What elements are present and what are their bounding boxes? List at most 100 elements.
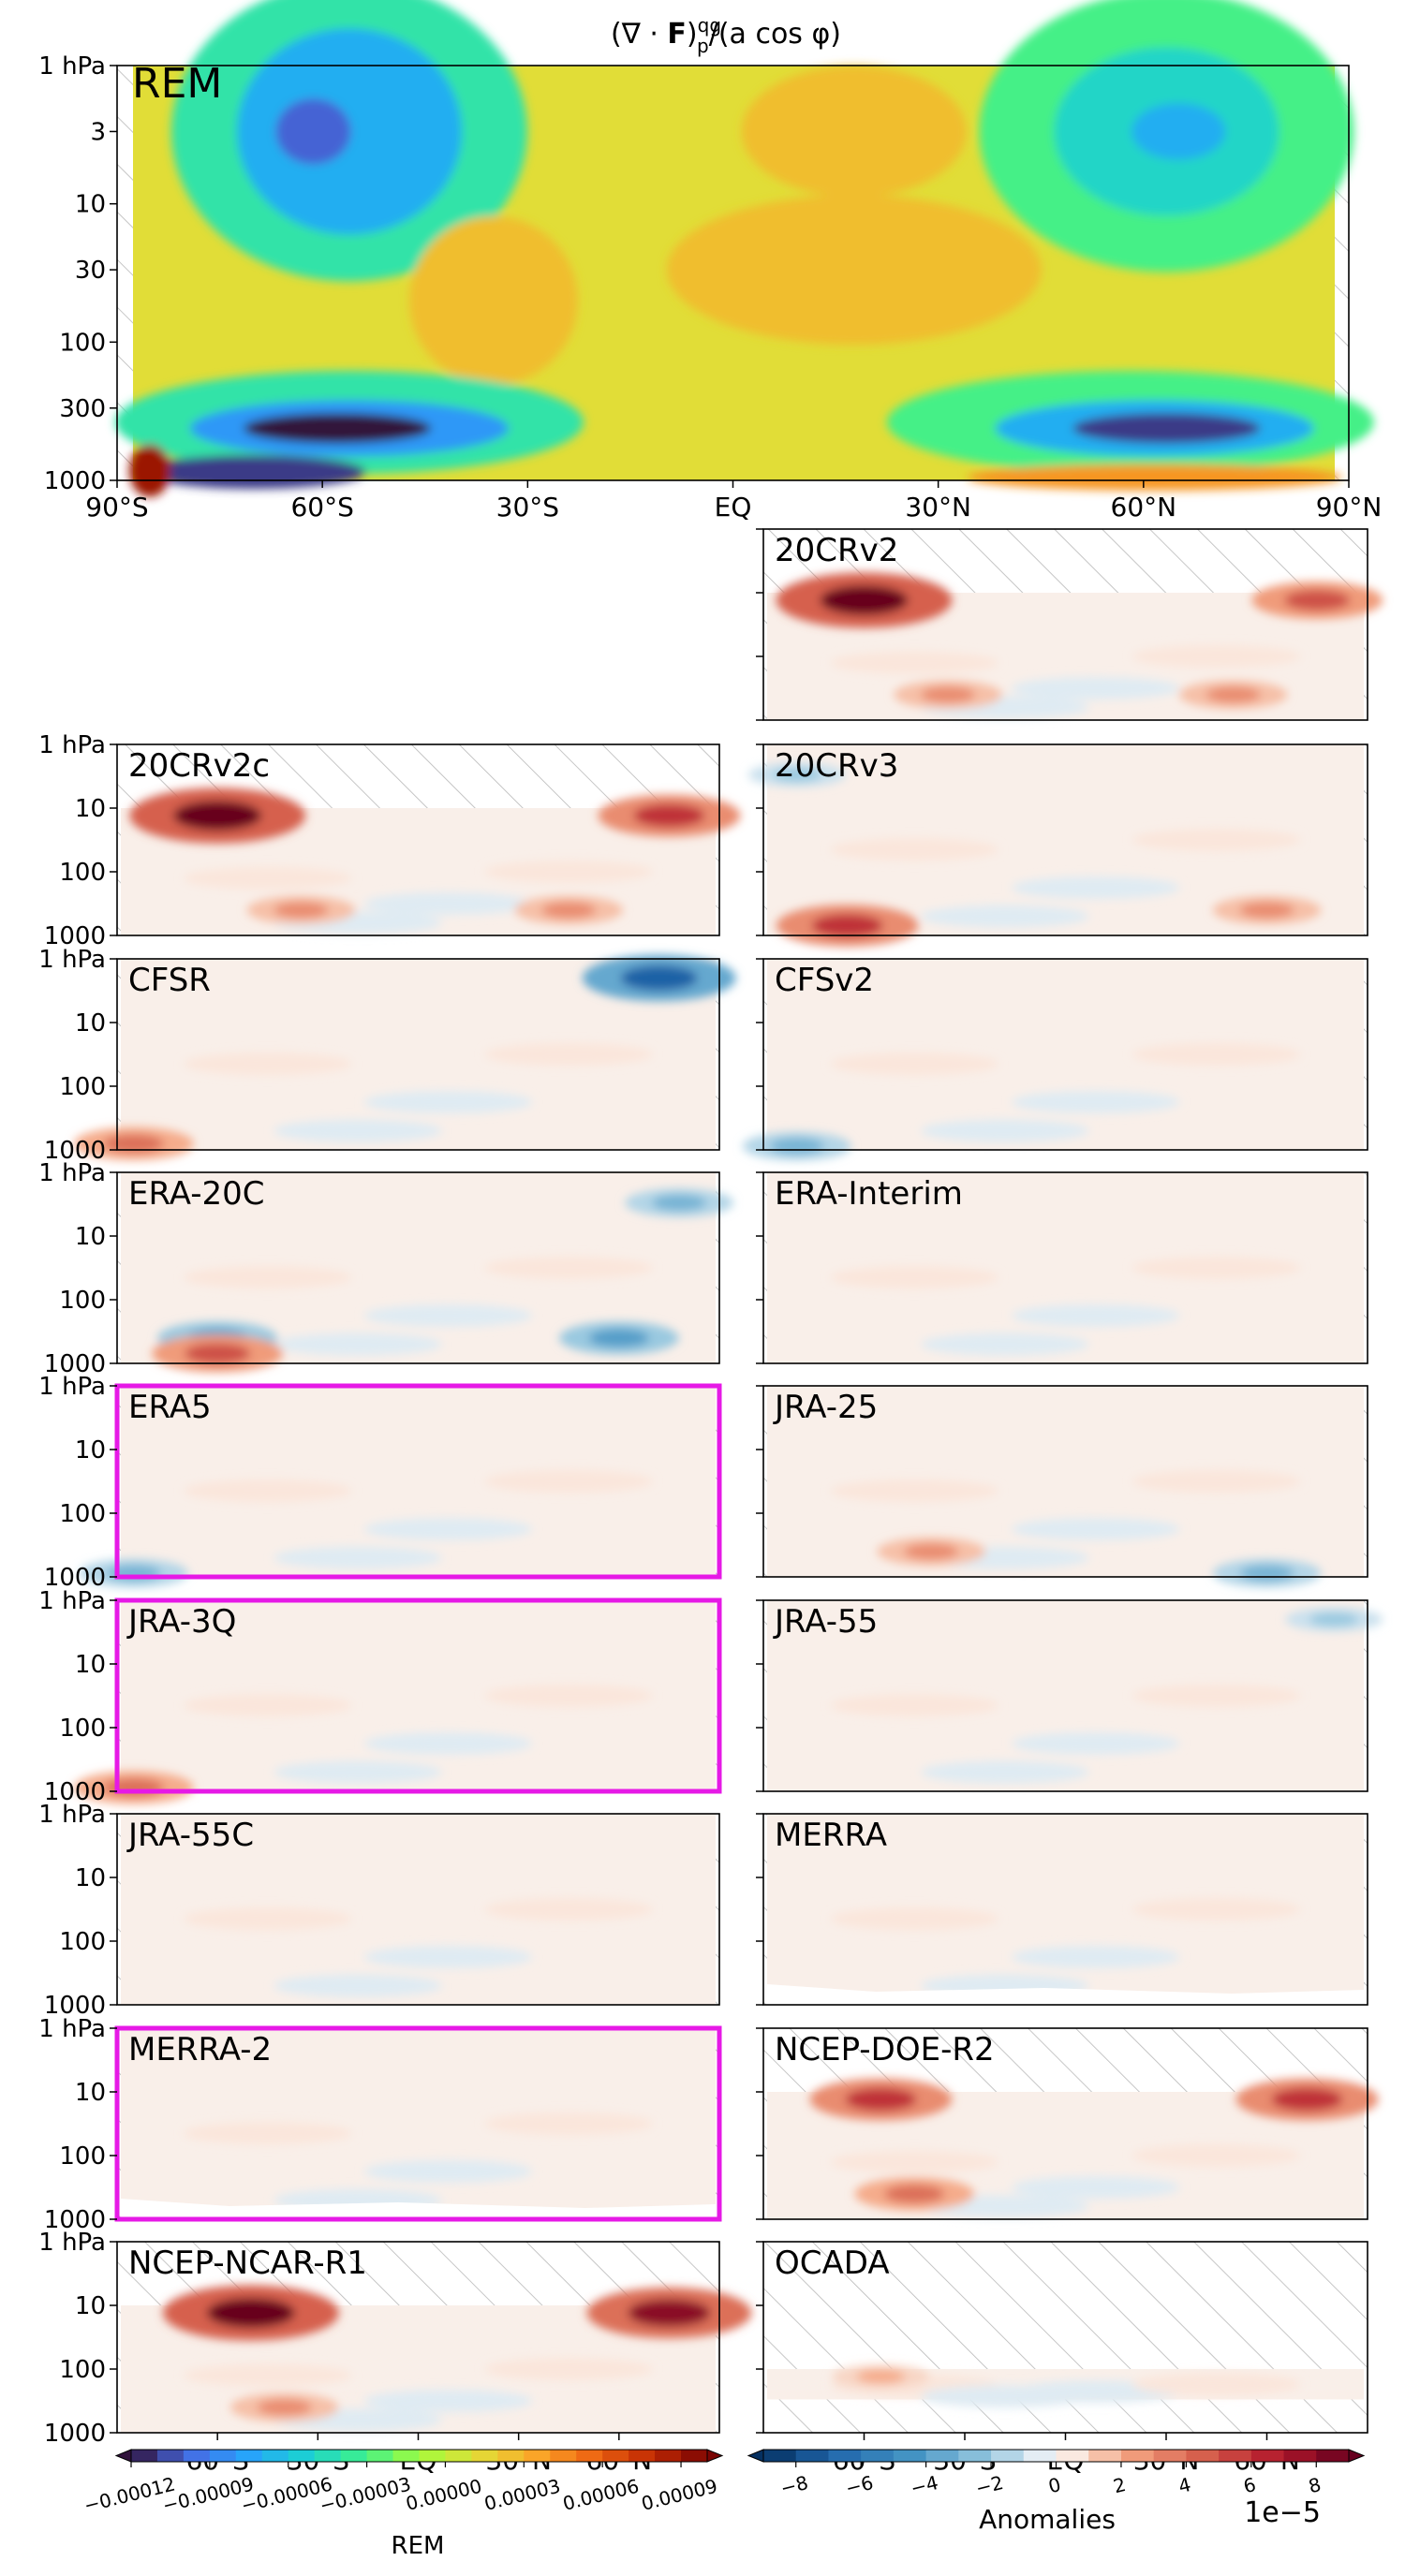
- y-tick-label: 100: [59, 1500, 106, 1528]
- colorbar-segment: [366, 2450, 394, 2462]
- anomaly-field: [162, 2285, 752, 2432]
- anomaly-contour: [1205, 686, 1261, 703]
- panel-frame: [116, 1171, 720, 1364]
- anomaly-colorbar-label: Anomalies: [979, 2504, 1116, 2535]
- anomaly-contour: [830, 651, 999, 674]
- anomaly-contour: [484, 2112, 654, 2135]
- panel-title: MERRA: [775, 1817, 887, 1854]
- panel-frame: [762, 743, 1368, 936]
- anomaly-contour: [811, 914, 883, 937]
- panel-frame: [116, 743, 720, 936]
- x-tick-label: 30°S: [496, 492, 559, 523]
- colorbar-segment: [1056, 2450, 1089, 2462]
- anomaly-contour: [921, 2385, 1089, 2408]
- rem-contour: [244, 413, 432, 444]
- y-tick-label: 100: [59, 859, 106, 887]
- anomaly-field: [747, 762, 1322, 947]
- panel-merra-2: MERRA-2 1 hPa 10 100 1000: [38, 2015, 722, 2234]
- panel-ncep-ncar-r1: NCEP-NCAR-R1 1 hPa 10 100 1000: [38, 2229, 752, 2448]
- colorbar-segment: [1023, 2450, 1057, 2462]
- anomaly-contour: [183, 866, 352, 890]
- colorbar-tick-label: 0.00006: [560, 2475, 641, 2515]
- y-tick-label: 100: [59, 2142, 106, 2171]
- colorbar-segment: [340, 2450, 368, 2462]
- anomaly-contour: [103, 1134, 164, 1154]
- colorbar-extend-high: [706, 2449, 724, 2463]
- panel-era-interim: ERA-Interim: [756, 1171, 1368, 1364]
- y-tick-label: 1 hPa: [38, 946, 106, 974]
- anomaly-contour: [363, 1732, 533, 1755]
- anomaly-contour: [820, 585, 909, 615]
- y-tick-label: 100: [59, 1715, 106, 1743]
- panel-title: NCEP-DOE-R2: [775, 2031, 995, 2068]
- y-tick-label: 1000: [44, 1564, 106, 1592]
- colorbar-segment: [419, 2450, 447, 2462]
- anomaly-contour: [173, 801, 262, 831]
- anomaly-contour: [830, 1694, 999, 1717]
- colorbar-segment: [131, 2450, 158, 2462]
- anomaly-contour: [1011, 1946, 1180, 1968]
- anomaly-field: [742, 1043, 1301, 1161]
- y-tick-label: 10: [75, 2079, 106, 2107]
- y-tick-label: 100: [59, 329, 106, 357]
- colorbar-segment: [1186, 2450, 1220, 2462]
- anomaly-contour: [1131, 2144, 1301, 2167]
- anomaly-contour: [1011, 677, 1180, 699]
- y-tick-label: 3: [90, 118, 106, 146]
- panel-era-20c: ERA-20C 1 hPa 10 100 1000: [38, 1159, 734, 1378]
- anomaly-contour: [620, 965, 698, 991]
- anomaly-colorbar-scale: 1e−5: [1244, 2496, 1321, 2529]
- rem-contour: [1131, 103, 1226, 160]
- colorbar-segment: [471, 2450, 498, 2462]
- colorbar-tick-label: −4: [909, 2471, 940, 2499]
- panel-title: JRA-25: [773, 1389, 878, 1426]
- y-tick-label: 1 hPa: [38, 1159, 106, 1187]
- colorbar-segment: [629, 2450, 656, 2462]
- anomaly-contour: [1131, 645, 1301, 668]
- y-tick-label: 100: [59, 1928, 106, 1956]
- colorbar-segment: [235, 2450, 263, 2462]
- y-tick-label: 1000: [44, 1778, 106, 1806]
- anomaly-contour: [484, 2358, 654, 2380]
- anomaly-contour: [1131, 2373, 1301, 2396]
- panel-frame: [762, 1599, 1368, 1792]
- y-tick-label: 10: [75, 1223, 106, 1251]
- panel-jra-3q: JRA-3Q 1 hPa 10 100 1000: [38, 1587, 722, 1806]
- rem-contour: [408, 215, 578, 385]
- colorbar-tick-label: −0.00003: [318, 2473, 413, 2517]
- panel-jra-55: JRA-55: [756, 1599, 1383, 1792]
- colorbar-segment: [958, 2450, 992, 2462]
- x-tick-label: 60°S: [290, 492, 353, 523]
- rem-contour: [129, 444, 170, 497]
- panel-jra-55c: JRA-55C 1 hPa 10 100 1000: [38, 1801, 720, 2020]
- colorbar-segment: [156, 2450, 185, 2462]
- y-tick-label: 1 hPa: [38, 2015, 106, 2043]
- colorbar-segment: [1219, 2450, 1252, 2462]
- anomaly-contour: [1131, 829, 1301, 851]
- colorbar-segment: [602, 2450, 629, 2462]
- anomaly-contour: [1131, 1685, 1301, 1707]
- colorbar-segment: [681, 2450, 708, 2462]
- anomaly-contour: [274, 1332, 443, 1356]
- anomaly-contour: [1011, 1091, 1180, 1113]
- anomaly-contour: [830, 2150, 999, 2173]
- highlight-frame: [114, 1597, 722, 1794]
- panel-title: NCEP-NCAR-R1: [128, 2245, 367, 2282]
- x-tick-label: 90°S: [85, 492, 148, 523]
- anomaly-contour: [484, 1257, 654, 1279]
- anomaly-contour: [1131, 1257, 1301, 1279]
- anomaly-contour: [206, 2298, 295, 2328]
- below-ground-mask: [121, 2199, 716, 2219]
- anomaly-contour: [363, 1946, 533, 1968]
- anomaly-contour: [921, 1119, 1089, 1142]
- anomaly-contour: [1271, 2087, 1343, 2112]
- rem-panel-label: REM: [132, 60, 222, 108]
- y-tick-label: 10: [75, 1651, 106, 1679]
- anomaly-contour: [633, 803, 705, 828]
- anomaly-contour: [845, 2087, 917, 2112]
- panel-title: CFSv2: [775, 962, 874, 999]
- panel-frame: [762, 2027, 1368, 2220]
- panel-title: ERA-20C: [128, 1175, 265, 1213]
- y-tick-label: 10: [75, 1009, 106, 1038]
